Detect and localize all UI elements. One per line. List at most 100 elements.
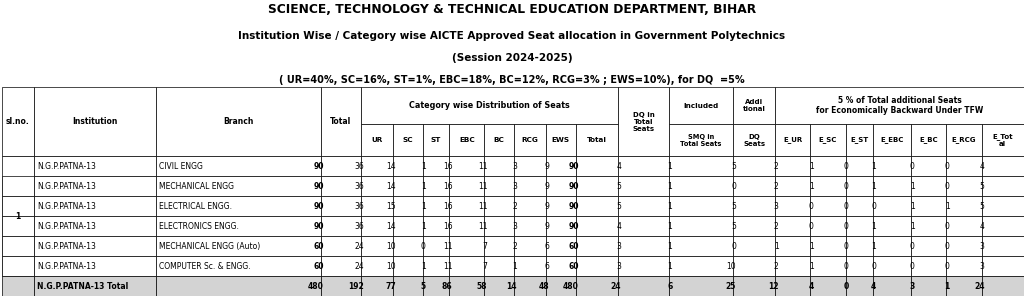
Text: 1: 1: [668, 222, 672, 231]
Bar: [393, 276, 423, 296]
Text: 36: 36: [354, 182, 365, 191]
Bar: [546, 236, 575, 256]
Bar: [514, 276, 546, 296]
Bar: [321, 256, 361, 276]
Text: 9: 9: [544, 182, 549, 191]
Text: CIVIL ENGG: CIVIL ENGG: [159, 162, 203, 171]
Text: 25: 25: [726, 281, 736, 290]
Bar: [946, 124, 982, 156]
Bar: [514, 196, 546, 216]
Bar: [670, 256, 733, 276]
Bar: [361, 156, 393, 176]
Bar: [423, 156, 450, 176]
Text: 4: 4: [980, 222, 984, 231]
Text: 5: 5: [731, 202, 736, 211]
Bar: [546, 216, 575, 236]
Bar: [361, 276, 393, 296]
Bar: [484, 176, 514, 196]
Text: 5: 5: [980, 182, 984, 191]
Bar: [393, 216, 423, 236]
Bar: [514, 236, 546, 256]
Bar: [361, 256, 393, 276]
Text: 6: 6: [667, 281, 672, 290]
Text: 90: 90: [313, 222, 324, 231]
Text: N.G.P.PATNA-13: N.G.P.PATNA-13: [37, 222, 96, 231]
Bar: [361, 124, 393, 156]
Text: 16: 16: [442, 222, 453, 231]
Text: 1: 1: [421, 222, 426, 231]
Bar: [546, 276, 575, 296]
Bar: [423, 256, 450, 276]
Bar: [575, 196, 618, 216]
Bar: [911, 256, 946, 276]
Bar: [546, 156, 575, 176]
Bar: [670, 276, 733, 296]
Text: 14: 14: [386, 162, 396, 171]
Text: 5: 5: [731, 162, 736, 171]
Text: 480: 480: [563, 281, 579, 290]
Bar: [775, 216, 810, 236]
Text: 4: 4: [871, 281, 877, 290]
Bar: [450, 216, 484, 236]
Bar: [321, 216, 361, 236]
Text: Category wise Distribution of Seats: Category wise Distribution of Seats: [410, 101, 570, 110]
Text: 0: 0: [731, 182, 736, 191]
Bar: [670, 196, 733, 216]
Bar: [911, 196, 946, 216]
Bar: [423, 196, 450, 216]
Bar: [34, 236, 156, 256]
Text: 5: 5: [980, 202, 984, 211]
Bar: [846, 124, 873, 156]
Text: 0: 0: [731, 242, 736, 251]
Bar: [946, 256, 982, 276]
Bar: [2, 216, 34, 236]
Text: N.G.P.PATNA-13: N.G.P.PATNA-13: [37, 262, 96, 271]
Bar: [546, 124, 575, 156]
Bar: [546, 176, 575, 196]
Bar: [321, 196, 361, 216]
Text: 48: 48: [539, 281, 549, 290]
Bar: [810, 156, 846, 176]
Text: N.G.P.PATNA-13 Total: N.G.P.PATNA-13 Total: [37, 281, 128, 290]
Bar: [575, 256, 618, 276]
Text: 0: 0: [809, 222, 813, 231]
Text: 11: 11: [478, 182, 487, 191]
Bar: [775, 124, 810, 156]
Text: 3: 3: [616, 242, 622, 251]
Bar: [361, 87, 618, 124]
Bar: [2, 196, 34, 216]
Bar: [946, 276, 982, 296]
Text: 14: 14: [386, 182, 396, 191]
Text: 1: 1: [668, 182, 672, 191]
Text: 6: 6: [544, 242, 549, 251]
Text: EWS: EWS: [552, 137, 570, 143]
Text: 11: 11: [478, 202, 487, 211]
Text: 0: 0: [421, 242, 426, 251]
Bar: [982, 276, 1024, 296]
Bar: [321, 156, 361, 176]
Text: 7: 7: [482, 242, 487, 251]
Bar: [982, 196, 1024, 216]
Bar: [775, 276, 810, 296]
Text: 9: 9: [544, 202, 549, 211]
Text: 3: 3: [980, 262, 984, 271]
Text: 60: 60: [313, 242, 324, 251]
Bar: [982, 124, 1024, 156]
Bar: [733, 156, 775, 176]
Bar: [156, 276, 321, 296]
Text: 3: 3: [616, 262, 622, 271]
Bar: [618, 276, 670, 296]
Bar: [321, 276, 361, 296]
Text: 1: 1: [668, 262, 672, 271]
Bar: [733, 256, 775, 276]
Bar: [450, 124, 484, 156]
Text: 1: 1: [421, 162, 426, 171]
Bar: [484, 124, 514, 156]
Bar: [393, 236, 423, 256]
Text: 16: 16: [442, 202, 453, 211]
Bar: [670, 216, 733, 236]
Bar: [575, 156, 618, 176]
Bar: [423, 124, 450, 156]
Text: 60: 60: [568, 262, 579, 271]
Text: sl.no.: sl.no.: [6, 117, 30, 126]
